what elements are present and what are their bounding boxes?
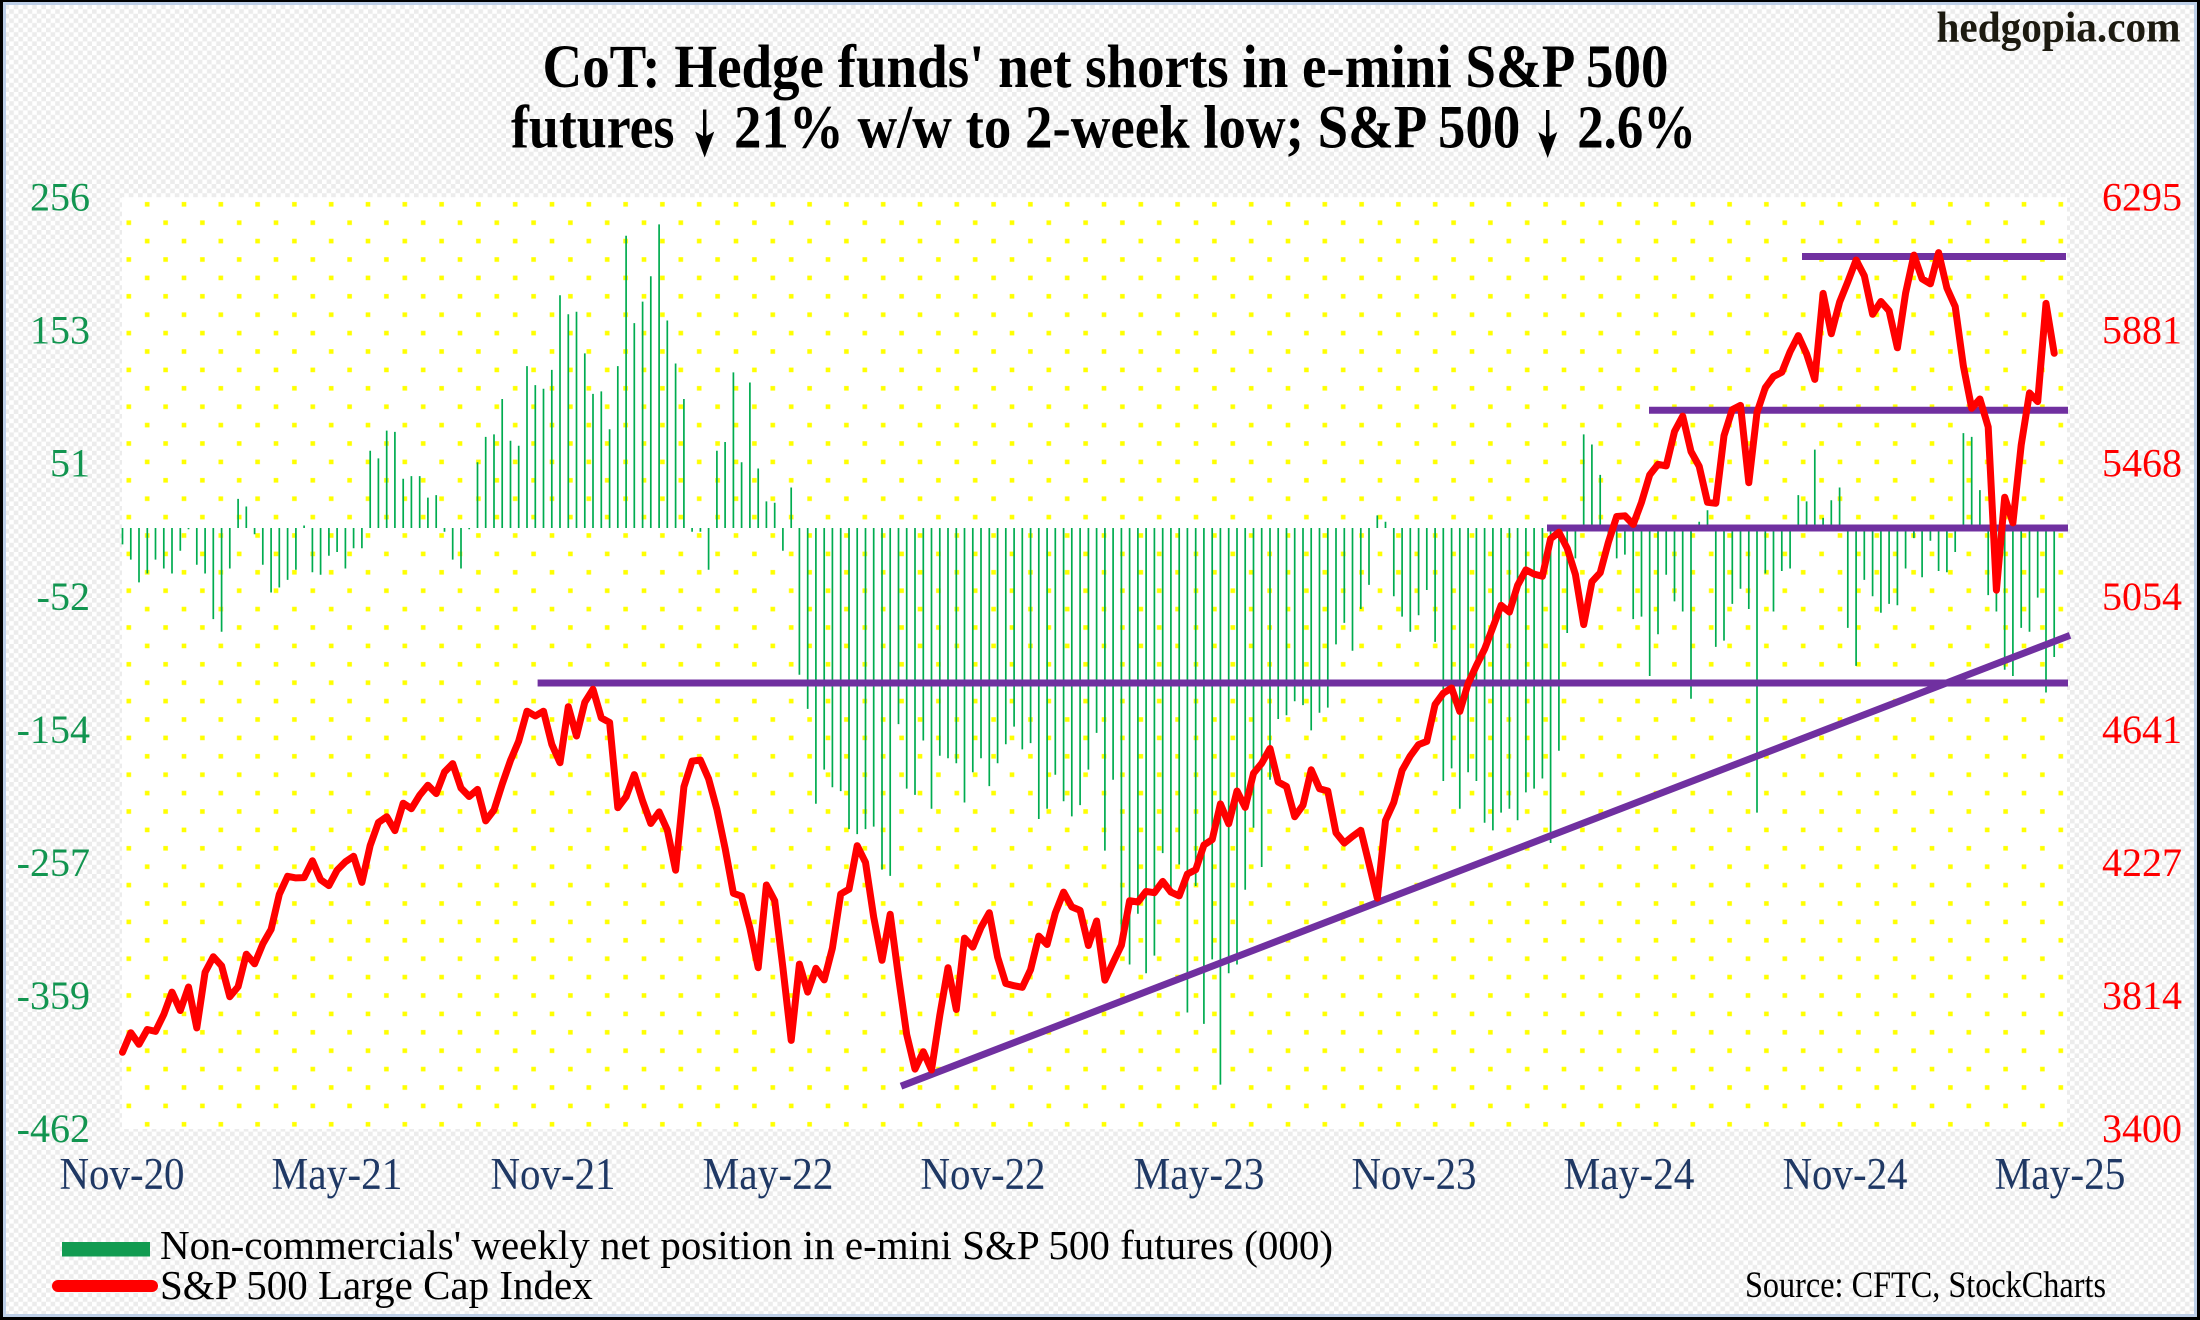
- svg-text:-359: -359: [17, 973, 90, 1018]
- svg-text:Nov-20: Nov-20: [60, 1149, 185, 1199]
- svg-text:May-25: May-25: [1995, 1149, 2126, 1199]
- svg-text:May-21: May-21: [272, 1149, 403, 1199]
- svg-text:Source: CFTC, StockCharts: Source: CFTC, StockCharts: [1745, 1265, 2106, 1306]
- svg-text:May-23: May-23: [1134, 1149, 1265, 1199]
- svg-text:Nov-23: Nov-23: [1352, 1149, 1477, 1199]
- svg-text:21% w/w to 2-week low; S&P 500: 21% w/w to 2-week low; S&P 500: [734, 95, 1520, 162]
- svg-text:5054: 5054: [2102, 574, 2182, 619]
- svg-text:May-24: May-24: [1564, 1149, 1695, 1199]
- svg-text:6295: 6295: [2102, 175, 2182, 220]
- svg-text:5881: 5881: [2102, 308, 2182, 353]
- svg-text:4641: 4641: [2102, 707, 2182, 752]
- svg-text:CoT: Hedge funds' net shorts i: CoT: Hedge funds' net shorts in e-mini S…: [543, 34, 1669, 101]
- svg-text:S&P 500 Large Cap Index: S&P 500 Large Cap Index: [160, 1262, 593, 1308]
- svg-text:futures: futures: [511, 95, 675, 162]
- svg-text:4227: 4227: [2102, 840, 2182, 885]
- svg-text:Nov-22: Nov-22: [921, 1149, 1046, 1199]
- svg-text:-462: -462: [17, 1106, 90, 1151]
- svg-text:-257: -257: [17, 840, 90, 885]
- svg-text:2.6%: 2.6%: [1577, 95, 1696, 162]
- svg-text:Non-commercials' weekly net po: Non-commercials' weekly net position in …: [160, 1222, 1333, 1268]
- svg-text:153: 153: [30, 308, 90, 353]
- svg-text:256: 256: [30, 175, 90, 220]
- svg-text:hedgopia.com: hedgopia.com: [1937, 5, 2181, 52]
- svg-text:Nov-24: Nov-24: [1783, 1149, 1908, 1199]
- svg-text:May-22: May-22: [703, 1149, 834, 1199]
- svg-text:3400: 3400: [2102, 1106, 2182, 1151]
- svg-text:3814: 3814: [2102, 973, 2182, 1018]
- svg-text:-52: -52: [37, 574, 90, 619]
- svg-text:51: 51: [50, 441, 90, 486]
- svg-text:Nov-21: Nov-21: [491, 1149, 616, 1199]
- svg-text:-154: -154: [17, 707, 90, 752]
- svg-text:5468: 5468: [2102, 441, 2182, 486]
